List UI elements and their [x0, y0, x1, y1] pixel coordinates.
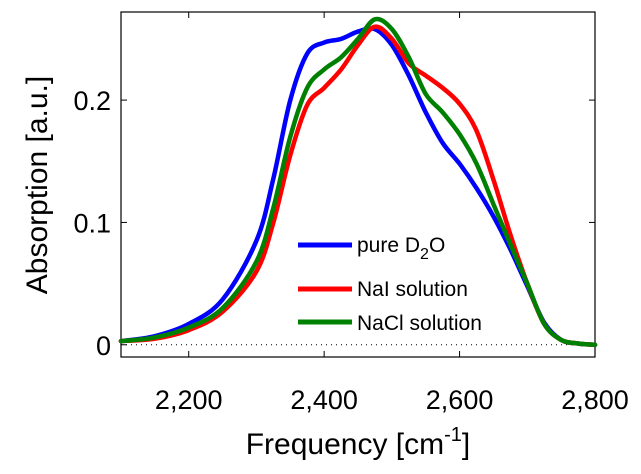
y-axis-label: Absorption [a.u.] — [21, 76, 54, 294]
x-tick-label: 2,800 — [561, 385, 629, 415]
series-line-2 — [118, 16, 598, 348]
legend: pure D2O NaI solution NaCl solution — [298, 234, 482, 335]
x-tick-label: 2,200 — [155, 385, 223, 415]
series-lines — [118, 16, 598, 348]
y-tick-label: 0.1 — [73, 208, 111, 238]
legend-label-nai-solution: NaI solution — [357, 278, 468, 301]
y-tick-label: 0 — [96, 331, 111, 361]
axis-tick-labels: 2,200 2,400 2,600 2,800 0 0.1 0.2 — [73, 86, 628, 415]
legend-label-pure-d2o: pure D2O — [357, 234, 445, 263]
x-axis-label: Frequency [cm-1] — [246, 424, 471, 461]
x-tick-label: 2,400 — [290, 385, 358, 415]
legend-label-nacl-solution: NaCl solution — [357, 312, 482, 335]
y-tick-label: 0.2 — [73, 86, 111, 116]
x-tick-label: 2,600 — [426, 385, 494, 415]
plot-area-frame — [120, 11, 596, 358]
